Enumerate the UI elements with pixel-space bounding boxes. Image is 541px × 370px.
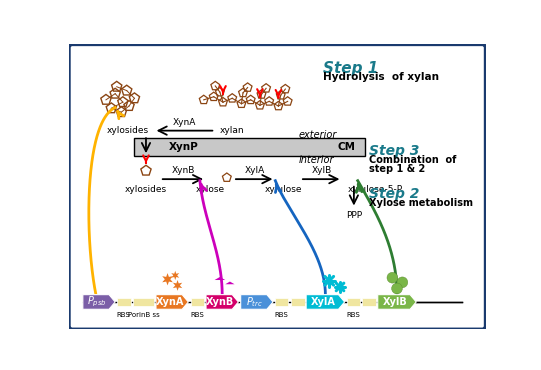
Text: XylB: XylB [382, 297, 407, 307]
Text: Combination  of: Combination of [370, 155, 457, 165]
Text: step 1 & 2: step 1 & 2 [370, 164, 426, 174]
Polygon shape [162, 273, 173, 285]
Polygon shape [241, 295, 273, 309]
FancyBboxPatch shape [347, 298, 360, 306]
Text: exterior: exterior [299, 130, 337, 140]
Text: xylosides: xylosides [107, 126, 149, 135]
Polygon shape [206, 295, 239, 309]
Text: xylulose-5-P: xylulose-5-P [348, 185, 403, 194]
Polygon shape [225, 282, 235, 284]
Text: XylA: XylA [311, 297, 336, 307]
Text: RBS: RBS [190, 312, 203, 317]
FancyBboxPatch shape [133, 298, 154, 306]
Polygon shape [378, 295, 416, 309]
Text: Step 2: Step 2 [370, 187, 420, 201]
Text: xylose: xylose [196, 185, 225, 194]
FancyBboxPatch shape [362, 298, 376, 306]
Text: CM: CM [337, 142, 355, 152]
FancyBboxPatch shape [275, 298, 288, 306]
Text: XynB: XynB [171, 166, 195, 175]
Text: RBS: RBS [117, 312, 130, 317]
Polygon shape [83, 295, 115, 309]
Polygon shape [171, 271, 179, 280]
Text: Step 3: Step 3 [370, 145, 420, 158]
FancyBboxPatch shape [134, 138, 365, 156]
Text: $P_{psb}$: $P_{psb}$ [87, 295, 107, 309]
Text: xylulose: xylulose [265, 185, 302, 194]
FancyBboxPatch shape [291, 298, 305, 306]
Text: XylA: XylA [245, 166, 265, 175]
Circle shape [397, 277, 408, 288]
Polygon shape [173, 280, 182, 291]
Text: RBS: RBS [275, 312, 288, 317]
Circle shape [392, 283, 403, 294]
FancyBboxPatch shape [190, 298, 204, 306]
Text: Xylose metabolism: Xylose metabolism [370, 198, 473, 208]
Text: PorinB ss: PorinB ss [128, 312, 160, 317]
FancyBboxPatch shape [69, 44, 485, 329]
FancyBboxPatch shape [117, 298, 130, 306]
Text: PPP: PPP [346, 212, 362, 221]
Text: xylan: xylan [220, 126, 245, 135]
Text: xylosides: xylosides [125, 185, 167, 194]
Circle shape [387, 272, 398, 283]
Polygon shape [306, 295, 345, 309]
Text: XynP: XynP [169, 142, 199, 152]
Polygon shape [156, 295, 188, 309]
Text: interior: interior [299, 155, 334, 165]
Text: XylB: XylB [312, 166, 332, 175]
Text: Step 1: Step 1 [323, 61, 379, 76]
Text: Hydrolysis  of xylan: Hydrolysis of xylan [323, 72, 439, 82]
Text: XynA: XynA [156, 297, 184, 307]
Polygon shape [215, 277, 225, 280]
Text: XynB: XynB [206, 297, 234, 307]
Text: $P_{trc}$: $P_{trc}$ [246, 295, 263, 309]
Text: XynA: XynA [173, 118, 196, 127]
Text: RBS: RBS [346, 312, 360, 317]
